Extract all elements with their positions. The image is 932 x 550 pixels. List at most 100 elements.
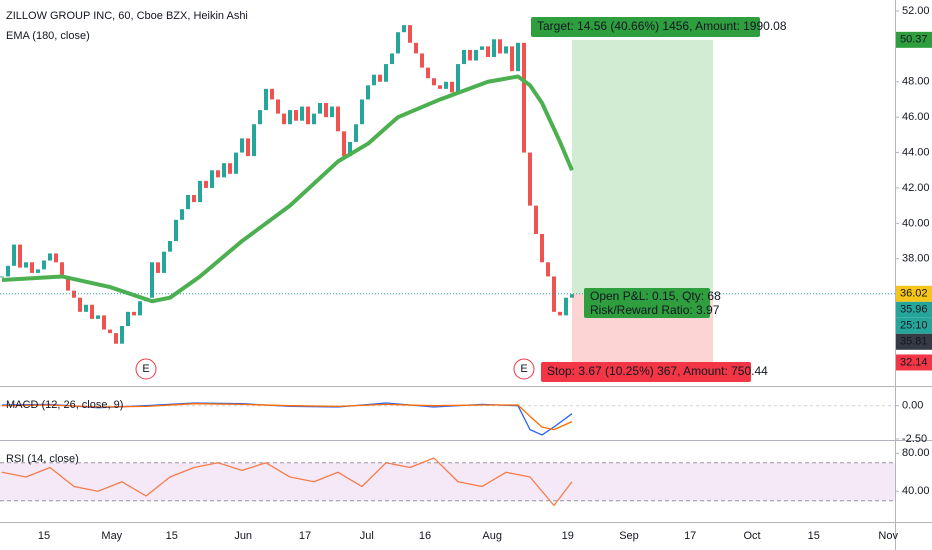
- earnings-label: E: [520, 363, 527, 375]
- series-line: [1, 457, 573, 507]
- price-label-box: [896, 31, 932, 48]
- pane-title: RSI (14, close): [6, 453, 79, 465]
- candle: [54, 253, 58, 263]
- candle: [528, 152, 532, 206]
- x-tick-label: Oct: [743, 530, 760, 542]
- y-tick-label: 80.00: [902, 447, 930, 459]
- price-label: 50.37: [900, 34, 928, 46]
- candle: [348, 141, 352, 157]
- candle: [288, 110, 292, 125]
- candle: [468, 49, 472, 61]
- candle: [126, 311, 130, 327]
- x-tick-label: Aug: [482, 530, 502, 542]
- candle: [186, 195, 190, 210]
- candle: [342, 131, 346, 157]
- candle: [456, 64, 460, 93]
- candle: [510, 46, 514, 72]
- candle: [306, 106, 310, 125]
- candle: [360, 99, 364, 125]
- target-label: Target: 14.56 (40.66%) 1456, Amount: 199…: [537, 19, 787, 33]
- price-label: 35.81: [900, 336, 928, 348]
- candle: [354, 124, 358, 142]
- target-zone: [572, 39, 713, 294]
- x-tick-label: May: [101, 530, 122, 542]
- candle: [228, 163, 232, 174]
- candle: [462, 49, 466, 65]
- candle: [282, 113, 286, 125]
- candle: [504, 46, 508, 54]
- x-tick-label: 17: [684, 530, 696, 542]
- candle: [546, 262, 550, 277]
- candle: [552, 276, 556, 312]
- x-tick-label: Jul: [360, 530, 374, 542]
- candle: [402, 25, 406, 33]
- candle: [168, 241, 172, 252]
- price-label-box: [896, 301, 932, 318]
- stop-label: Stop: 3.67 (10.25%) 367, Amount: 750.44: [547, 364, 768, 378]
- pane-title: MACD (12, 26, close, 9): [6, 399, 123, 411]
- candle: [318, 103, 322, 114]
- candle: [408, 25, 412, 43]
- candle: [420, 53, 424, 68]
- candle: [18, 244, 22, 268]
- candle: [522, 42, 526, 153]
- candle: [132, 311, 136, 316]
- candle: [42, 260, 46, 270]
- candle: [516, 42, 520, 72]
- candle: [216, 170, 220, 178]
- candle: [90, 304, 94, 319]
- y-tick-label: 44.00: [902, 146, 930, 158]
- candle: [444, 81, 448, 89]
- candle: [108, 329, 112, 334]
- earnings-marker: [135, 358, 157, 380]
- candle: [540, 233, 544, 263]
- x-tick-label: 15: [808, 530, 820, 542]
- candle: [30, 262, 34, 273]
- x-tick-label: 19: [562, 530, 574, 542]
- x-tick-label: Nov: [878, 530, 898, 542]
- candle: [378, 74, 382, 82]
- pnl-label-box: [584, 288, 710, 318]
- y-tick-label: 0.00: [902, 400, 923, 412]
- candle: [534, 205, 538, 234]
- candle: [78, 297, 82, 312]
- price-label-box: [896, 354, 932, 371]
- candle: [264, 88, 268, 111]
- candle: [252, 124, 256, 157]
- x-tick-label: Sep: [619, 530, 639, 542]
- candle: [372, 74, 376, 86]
- y-tick-label: 42.00: [902, 182, 930, 194]
- candle: [426, 67, 430, 79]
- candle: [396, 32, 400, 54]
- candle: [486, 46, 490, 57]
- rsi-band: [0, 462, 895, 501]
- pnl-label: Open P&L: 0.15, Qty: 68: [590, 289, 721, 303]
- candle: [414, 42, 418, 54]
- x-tick-label: 16: [419, 530, 431, 542]
- chart-title: ZILLOW GROUP INC, 60, Cboe BZX, Heikin A…: [6, 10, 248, 22]
- candle: [66, 276, 70, 291]
- x-tick-label: Jun: [234, 530, 252, 542]
- candle: [36, 269, 40, 273]
- candle: [24, 262, 28, 268]
- price-label: 35.96: [900, 304, 928, 316]
- candle: [384, 64, 388, 82]
- y-tick-label: 48.00: [902, 76, 930, 88]
- candle: [150, 262, 154, 298]
- candle: [564, 297, 568, 316]
- y-tick-label: 38.00: [902, 253, 930, 265]
- candle: [258, 110, 262, 125]
- candle: [324, 103, 328, 118]
- earnings-label: E: [142, 363, 149, 375]
- x-tick-label: 15: [38, 530, 50, 542]
- countdown-box: [896, 317, 932, 334]
- candle: [336, 106, 340, 132]
- candle: [240, 138, 244, 153]
- candle: [120, 326, 124, 344]
- candle: [198, 180, 202, 203]
- candle: [222, 163, 226, 178]
- candle: [180, 209, 184, 220]
- candle: [72, 290, 76, 298]
- price-label: 36.02: [900, 288, 928, 300]
